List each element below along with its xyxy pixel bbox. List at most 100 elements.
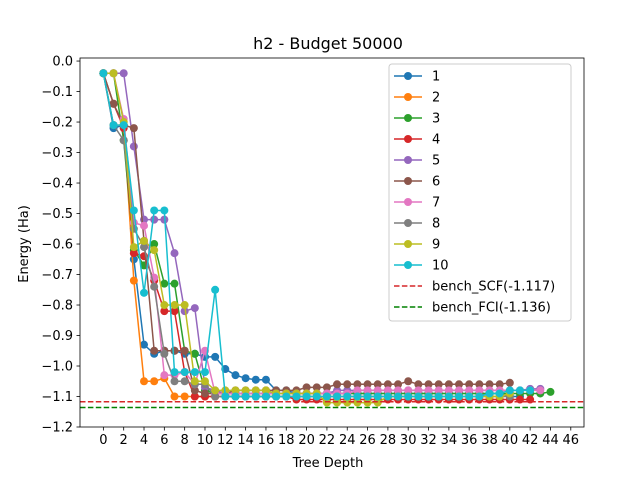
series-4-point (160, 307, 169, 316)
legend-label: 3 (432, 112, 440, 127)
series-1-point (140, 340, 149, 349)
series-3-point (150, 240, 159, 249)
x-axis-label: Tree Depth (292, 456, 364, 471)
series-1-point (251, 375, 260, 384)
series-6-point (312, 383, 321, 392)
series-10-point (170, 368, 179, 377)
series-10 (99, 69, 535, 401)
series-1-point (211, 352, 220, 361)
series-7-point (536, 386, 545, 395)
series-7-point (465, 386, 474, 395)
series-9-point (363, 398, 372, 407)
legend-label: 2 (432, 91, 440, 106)
series-10-point (455, 392, 464, 401)
y-axis: 0.0 −0.1 −0.2 −0.3 −0.4 −0.5 −0.6 −0.7 −0.8 −0.9 −… (41, 55, 80, 436)
x-tick-label: 12 (217, 433, 234, 448)
series-10-point (211, 285, 220, 294)
y-tick-label: −0.5 (41, 207, 73, 222)
x-tick-label: 46 (563, 433, 580, 448)
series-10-point (200, 368, 209, 377)
series-6-point (150, 346, 159, 355)
series-4-point (190, 392, 199, 401)
legend-swatch-marker (404, 156, 412, 164)
series-9-point (231, 386, 240, 395)
series-10-point (333, 392, 342, 401)
series-6-point (363, 380, 372, 389)
series-10-point (322, 392, 331, 401)
series-1-point (231, 371, 240, 380)
series-6-point (414, 380, 423, 389)
series-10-point (261, 392, 270, 401)
x-tick-label: 34 (441, 433, 458, 448)
legend-entry: 7 (394, 196, 440, 211)
legend-label: bench_FCI(-1.136) (432, 301, 551, 316)
series-8-point (170, 377, 179, 386)
series-7-point (414, 386, 423, 395)
legend-label: 4 (432, 133, 440, 148)
x-tick-label: 42 (522, 433, 539, 448)
legend-swatch-marker (404, 72, 412, 80)
series-10-point (444, 392, 453, 401)
series-9-point (322, 398, 331, 407)
series-6-point (404, 377, 413, 386)
series-10-point (140, 288, 149, 297)
series-5-point (180, 307, 189, 316)
series-10-point (302, 392, 311, 401)
series-2-point (170, 392, 179, 401)
legend-swatch-marker (404, 198, 412, 206)
y-tick-label: −1.2 (41, 421, 73, 436)
series-6-point (129, 124, 138, 133)
series-6-point (505, 378, 514, 387)
series-10-point (180, 368, 189, 377)
series-10-point (505, 386, 514, 395)
legend-swatch-marker (404, 177, 412, 185)
series-8-point (211, 392, 220, 401)
x-tick-label: 30 (400, 433, 417, 448)
plot-frame (79, 57, 585, 428)
series-6-point (485, 380, 494, 389)
series-10-point (424, 392, 433, 401)
series-7-point (353, 386, 362, 395)
series-10-point (150, 206, 159, 215)
series-9-point (160, 301, 169, 310)
series-2-line (102, 73, 409, 398)
series-7-point (394, 386, 403, 395)
legend-label: 1 (432, 70, 440, 85)
series-10-point (495, 389, 504, 398)
series-10-point (292, 392, 301, 401)
legend-entry: 5 (394, 154, 440, 169)
legend-entry: 6 (394, 175, 440, 190)
x-tick-label: 2 (120, 433, 128, 448)
x-tick-label: 28 (380, 433, 397, 448)
series-10-point (109, 121, 118, 130)
legend-swatch-marker (404, 135, 412, 143)
series-10-point (434, 392, 443, 401)
series-9-point (343, 398, 352, 407)
y-tick-label: −0.3 (41, 146, 73, 161)
series-10-point (272, 392, 281, 401)
series-6-point (170, 346, 179, 355)
y-axis-label: Energy (Ha) (17, 205, 32, 283)
x-tick-label: 10 (197, 433, 214, 448)
series-5-point (150, 215, 159, 224)
x-tick-label: 22 (319, 433, 336, 448)
legend-entry: 4 (394, 133, 440, 148)
series-10-point (383, 392, 392, 401)
series-2-point (140, 377, 149, 386)
series-7-point (363, 386, 372, 395)
series-10-point (515, 386, 524, 395)
series-9-point (353, 398, 362, 407)
x-tick-label: 0 (99, 433, 107, 448)
series-7-point (383, 386, 392, 395)
legend-entry: 2 (394, 91, 440, 106)
series-6-point (180, 346, 189, 355)
x-tick-label: 44 (542, 433, 559, 448)
x-tick-label: 40 (502, 433, 519, 448)
series-6-point (495, 380, 504, 389)
legend-box (388, 63, 572, 322)
series-9-point (211, 386, 220, 395)
series-6-point (343, 380, 352, 389)
series-9-point (150, 246, 159, 255)
series-9-point (373, 398, 382, 407)
